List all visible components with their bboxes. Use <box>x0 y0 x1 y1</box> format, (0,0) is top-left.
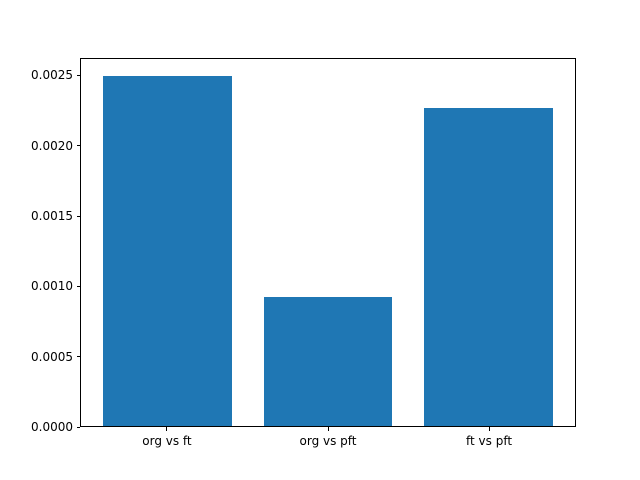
y-tick-label: 0.0010 <box>31 279 73 294</box>
bar-1 <box>263 297 393 427</box>
y-tick-label: 0.0025 <box>31 68 73 83</box>
y-tick-label: 0.0020 <box>31 138 73 153</box>
y-tick-mark <box>76 356 80 358</box>
bar-0 <box>103 76 232 427</box>
x-tick-mark <box>488 427 490 431</box>
y-tick-mark <box>76 426 80 428</box>
bar-2 <box>424 108 553 427</box>
y-tick-label: 0.0005 <box>31 349 73 364</box>
y-tick-label: 0.0015 <box>31 209 73 223</box>
x-tick-mark <box>166 427 168 431</box>
x-tick-label: ft vs pft <box>466 434 513 448</box>
y-tick-mark <box>76 285 80 287</box>
y-tick-label: 0.0000 <box>31 420 73 435</box>
y-tick-mark <box>76 215 80 217</box>
y-tick-mark <box>76 74 80 76</box>
plot-area <box>80 57 576 428</box>
x-tick-mark <box>327 427 329 431</box>
x-tick-label: org vs ft <box>142 434 192 448</box>
x-tick-label: org vs pft <box>299 434 357 448</box>
y-tick-mark <box>76 145 80 147</box>
